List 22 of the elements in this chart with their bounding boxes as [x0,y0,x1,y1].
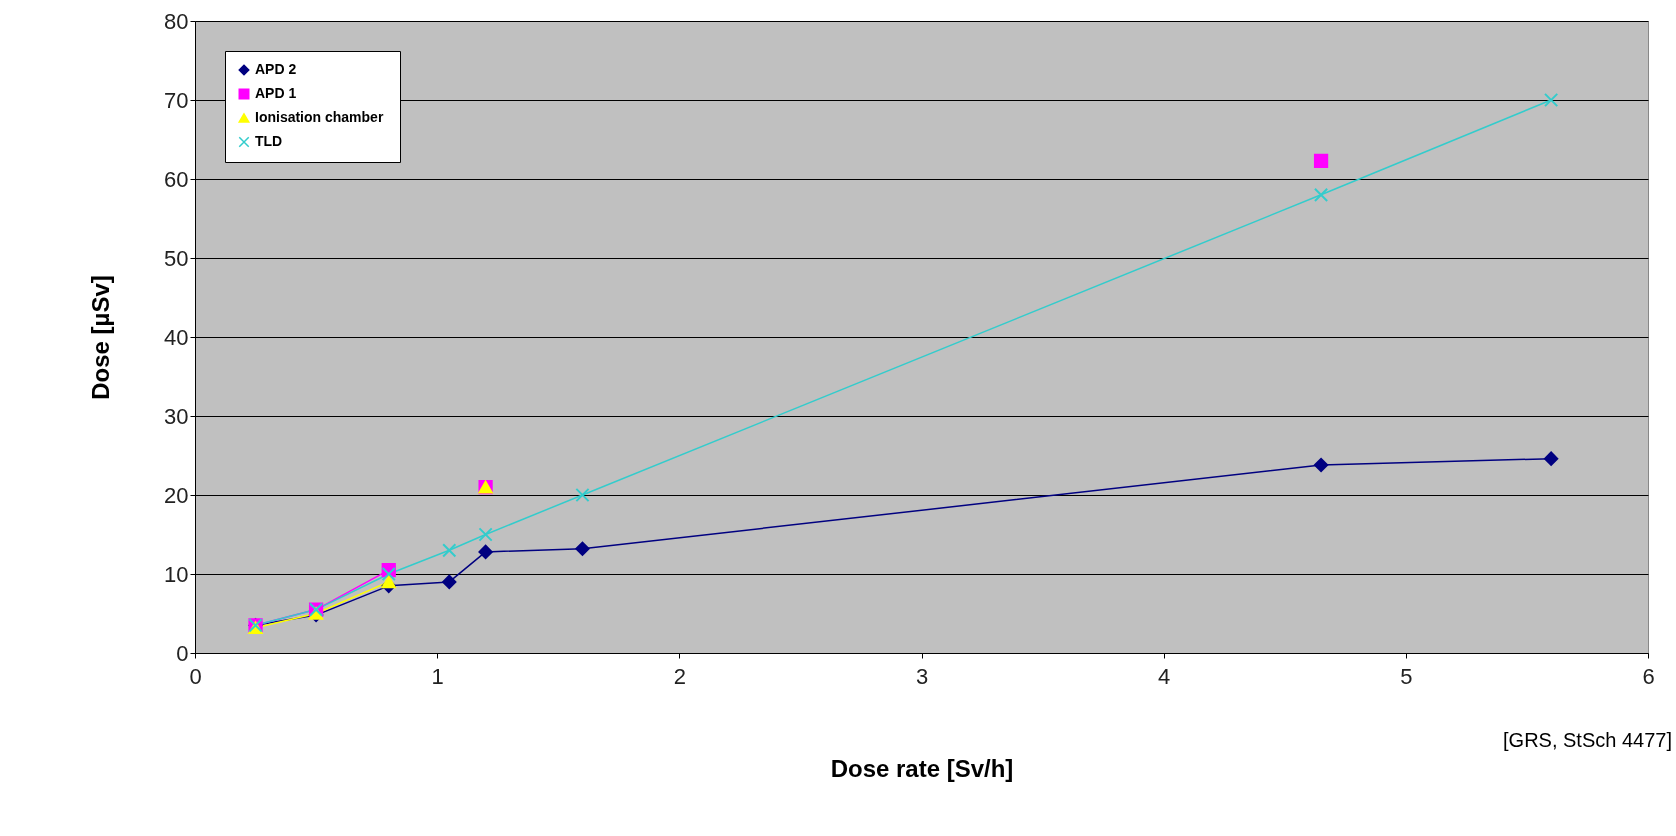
x-tick-label: 2 [673,663,686,689]
x-tick-label: 4 [1158,663,1171,689]
y-tick-label: 40 [164,324,189,350]
x-tick-label: 6 [1642,663,1655,689]
y-tick-label: 70 [164,87,189,113]
y-axis-title: Dose [µSv] [87,275,115,400]
y-tick-label: 20 [164,482,189,508]
y-tick-label: 30 [164,403,189,429]
x-axis-title: Dose rate [Sv/h] [830,754,1014,782]
y-tick-label: 80 [164,8,189,34]
y-tick-label: 60 [164,166,189,192]
x-tick-label: 1 [431,663,444,689]
x-tick-label: 5 [1400,663,1413,689]
legend-label: Ionisation chamber [255,109,384,125]
y-tick-label: 10 [164,561,189,587]
legend-label: APD 1 [255,85,297,101]
x-tick-label: 3 [915,663,929,689]
y-tick-label: 50 [164,245,189,271]
y-tick-label: 0 [176,640,189,666]
text: [GRS, StSch 4477] [1503,729,1672,751]
legend-label: APD 2 [255,61,297,77]
legend-label: TLD [255,133,283,149]
